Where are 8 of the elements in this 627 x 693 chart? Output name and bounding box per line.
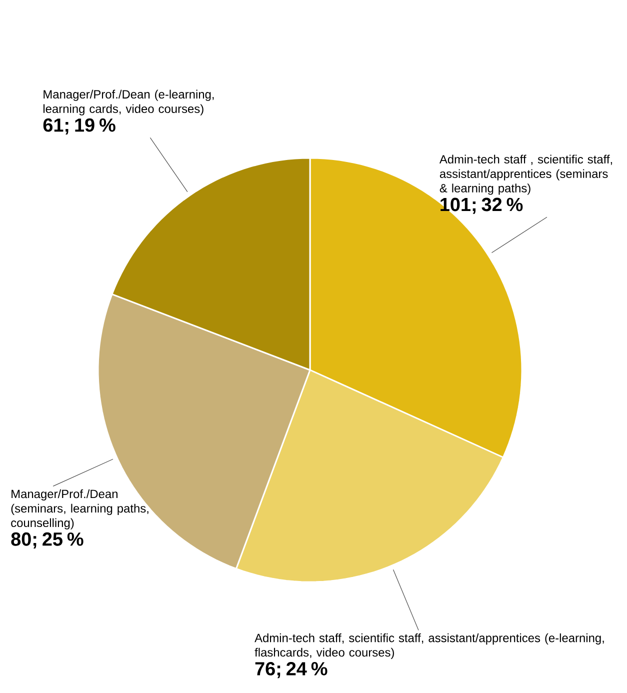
slice-label: Manager/Prof./Dean (seminars, learning paths, counselling): [11, 489, 148, 530]
slice-label: Admin-tech staff, scientific staff, assistant/apprentices (e-learning, flashcards, video courses): [254, 633, 604, 659]
slice-label: Manager/Prof./Dean (e-learning, learning cards, video courses): [43, 90, 214, 116]
data-label: 101; 32 %: [440, 198, 523, 214]
slice-label: Admin-tech staff , scientific staff, assistant/apprentices (seminars & learning paths): [439, 154, 612, 195]
data-label: 76; 24 %: [255, 662, 328, 678]
data-label: 61; 19 %: [43, 118, 116, 135]
data-label: 80; 25 %: [11, 532, 84, 549]
